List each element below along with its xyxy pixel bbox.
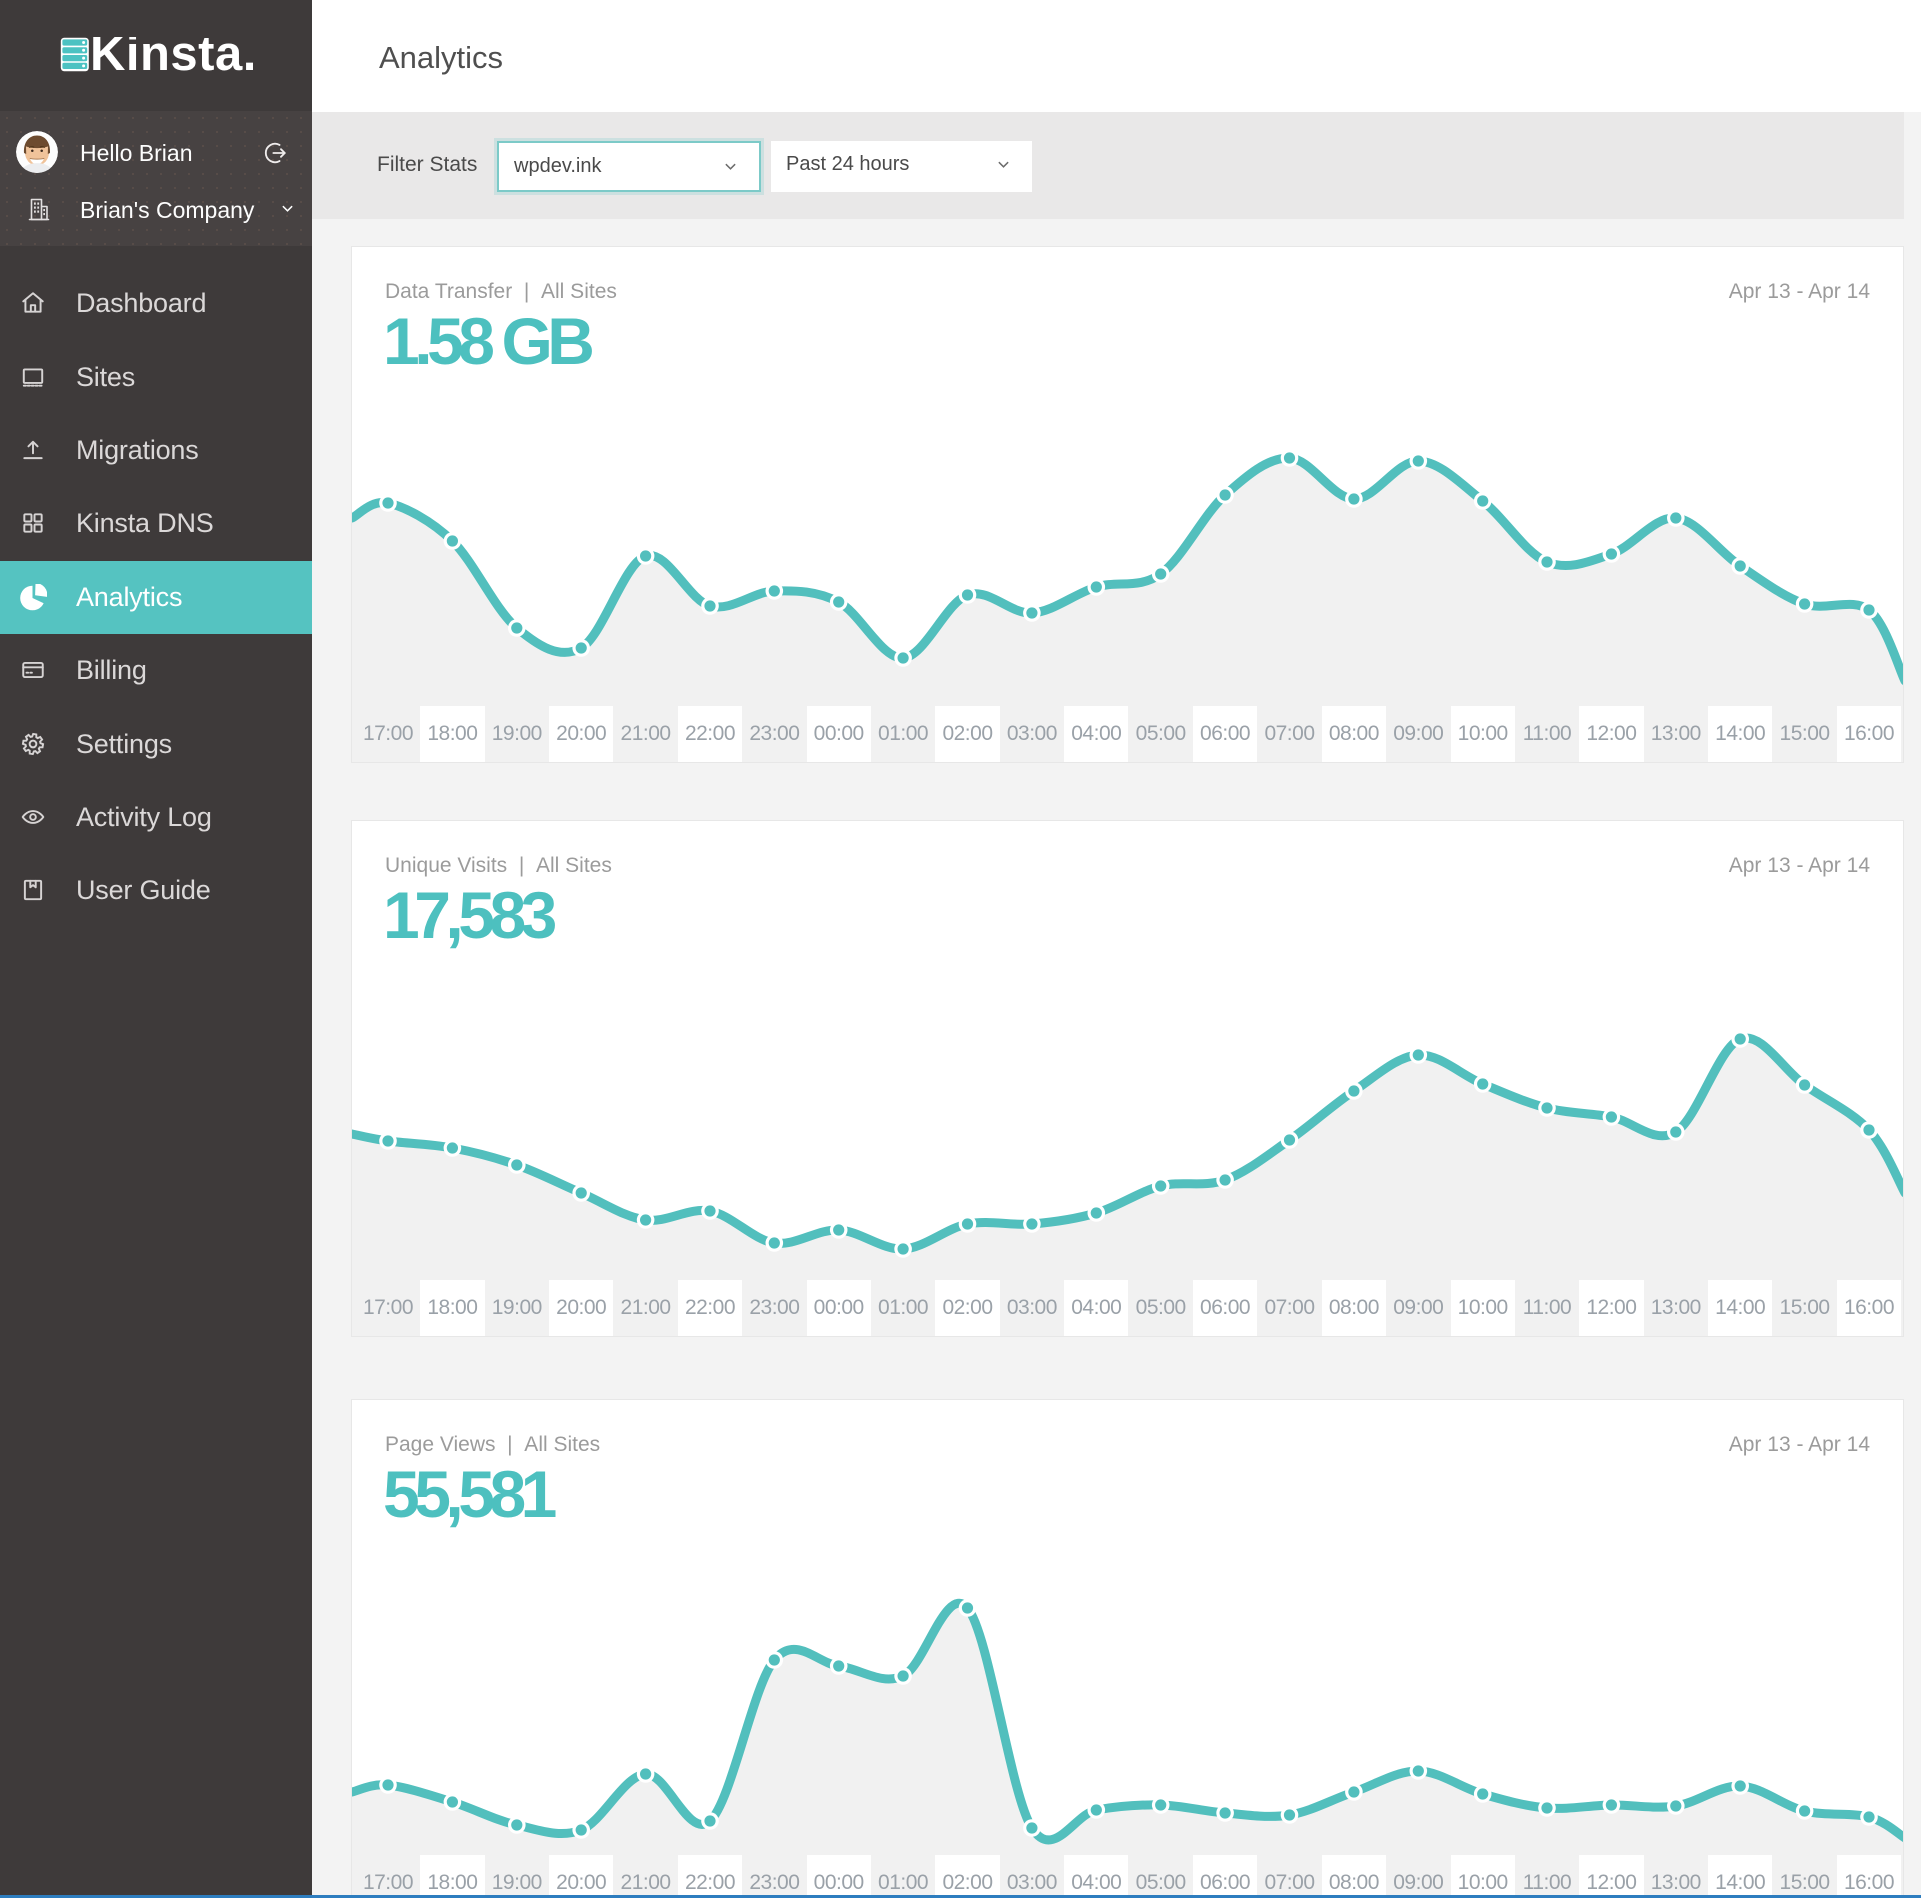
svg-text:Kinsta.: Kinsta.	[90, 37, 257, 73]
